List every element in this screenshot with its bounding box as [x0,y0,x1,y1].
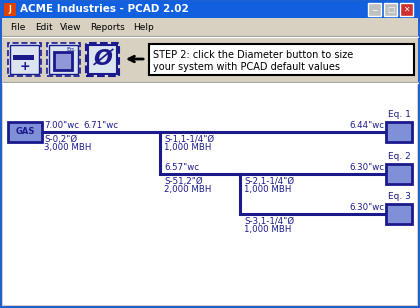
Text: View: View [60,22,81,31]
Bar [368,3,381,16]
FancyBboxPatch shape [386,204,412,224]
Text: Ø: Ø [92,49,111,69]
Text: Eq. 1: Eq. 1 [388,110,410,119]
Text: 1,000 MBH: 1,000 MBH [164,143,211,152]
Bar [2,19,418,35]
Text: 2,000 MBH: 2,000 MBH [164,185,211,194]
Text: Edit: Edit [35,22,52,31]
FancyBboxPatch shape [386,164,412,184]
Text: □: □ [387,5,394,14]
Text: 6.57"wc: 6.57"wc [164,163,199,172]
Bar [10,45,39,74]
Text: J: J [8,5,11,14]
Bar [400,3,413,16]
Bar [3,82,417,305]
Text: S-2,1-1/4"Ø: S-2,1-1/4"Ø [244,177,294,186]
Text: S-3,1-1/4"Ø: S-3,1-1/4"Ø [244,217,294,226]
Text: 1,000 MBH: 1,000 MBH [244,185,291,194]
Bar [8,43,41,76]
Bar [2,1,418,18]
FancyBboxPatch shape [386,122,412,142]
Bar [384,3,397,16]
Bar [149,44,414,75]
Bar [2,35,418,81]
Text: 6.30"wc: 6.30"wc [349,203,384,212]
Text: ACME Industries - PCAD 2.02: ACME Industries - PCAD 2.02 [20,4,189,14]
Text: 6.30"wc: 6.30"wc [349,163,384,172]
Text: Eq. 2: Eq. 2 [388,152,410,161]
Text: ✕: ✕ [403,5,410,14]
FancyBboxPatch shape [8,122,42,142]
Text: GAS: GAS [15,128,35,136]
Text: File: File [10,22,25,31]
Bar [4,3,16,16]
Bar [88,45,117,74]
Text: 3,000 MBH: 3,000 MBH [44,143,92,152]
Text: Help: Help [133,22,154,31]
Bar [49,45,78,74]
Text: S-0,2"Ø: S-0,2"Ø [44,135,77,144]
Text: Eq.: Eq. [66,47,76,52]
Bar [13,55,34,60]
Text: Eq. 3: Eq. 3 [388,192,410,201]
Bar [47,43,80,76]
Bar [54,52,72,70]
Text: Reports: Reports [90,22,125,31]
Text: your system with PCAD default values: your system with PCAD default values [153,62,340,72]
Text: S-1,1-1/4"Ø: S-1,1-1/4"Ø [164,135,214,144]
Text: +: + [20,60,30,74]
Text: 7.00"wc: 7.00"wc [44,121,79,130]
Text: S-51,2"Ø: S-51,2"Ø [164,177,202,186]
Bar [86,43,119,76]
Text: 1,000 MBH: 1,000 MBH [244,225,291,234]
Text: ─: ─ [372,5,377,14]
Text: 6.71"wc: 6.71"wc [84,121,118,130]
Text: STEP 2: click the Diameter button to size: STEP 2: click the Diameter button to siz… [153,50,353,60]
Text: 6.44"wc: 6.44"wc [349,121,384,130]
